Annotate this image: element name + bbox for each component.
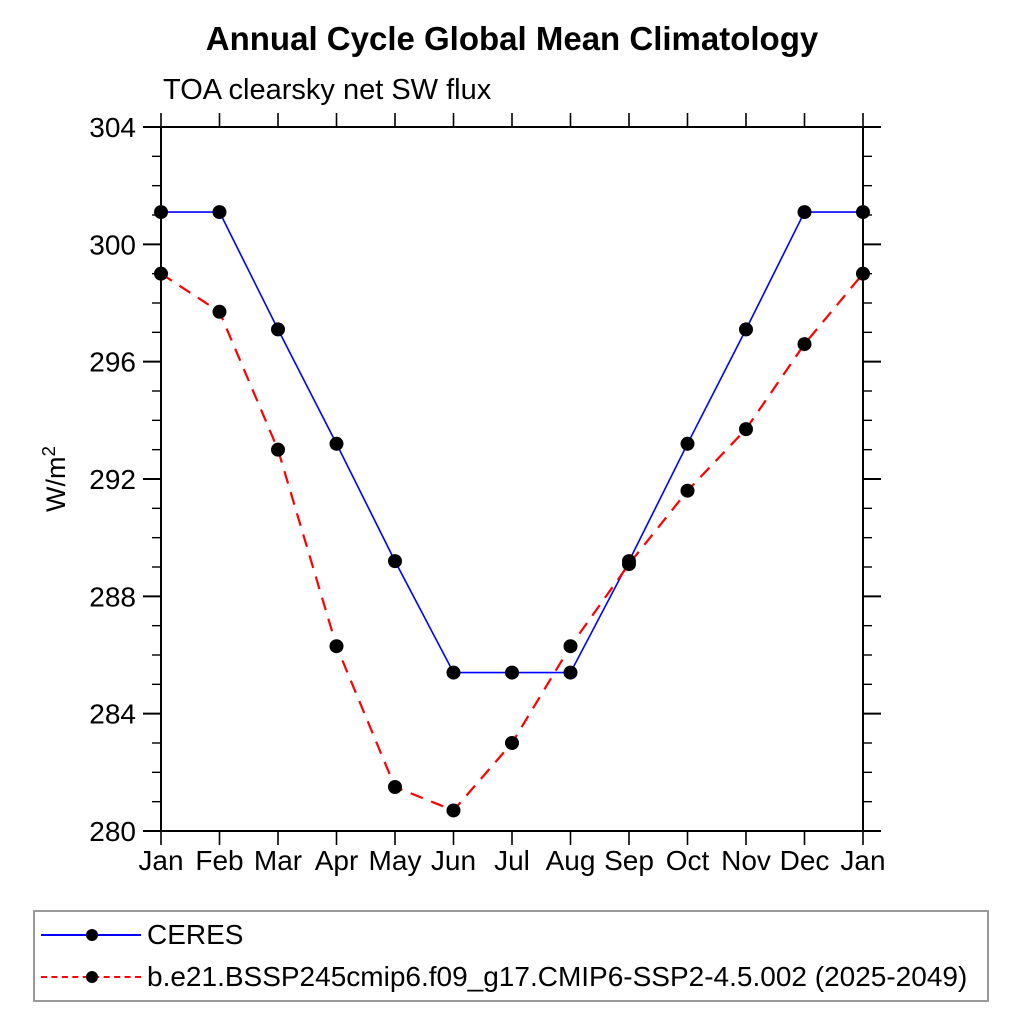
data-point-model	[505, 736, 519, 750]
legend-label-model: b.e21.BSSP245cmip6.f09_g17.CMIP6-SSP2-4.…	[147, 961, 968, 992]
data-point-model	[446, 803, 461, 818]
y-tick-label: 292	[89, 464, 136, 495]
legend-sample-model	[41, 970, 143, 984]
legend-sample-ceres	[41, 928, 143, 942]
data-point-model	[563, 639, 578, 654]
data-point-model	[622, 557, 636, 572]
data-point-ceres	[680, 436, 695, 451]
data-point-ceres	[271, 322, 285, 337]
data-point-model	[388, 780, 402, 794]
series-line-ceres	[161, 211, 863, 674]
y-tick-label: 284	[89, 699, 136, 730]
data-point-model	[797, 337, 812, 352]
data-point-ceres	[739, 322, 753, 337]
series-line-model	[160, 272, 864, 812]
x-tick-label: Mar	[254, 845, 302, 876]
x-tick-label: Dec	[780, 845, 830, 876]
chart-subtitle: TOA clearsky net SW flux	[163, 74, 492, 106]
legend-entry-model: b.e21.BSSP245cmip6.f09_g17.CMIP6-SSP2-4.…	[41, 956, 967, 998]
legend: CERES b.e21.BSSP245cmip6.f09_g17.CMIP6-S…	[33, 910, 989, 1002]
data-point-model	[739, 422, 753, 437]
data-point-ceres	[388, 554, 402, 569]
x-tick-label: May	[369, 845, 422, 876]
x-tick-label: Jul	[494, 845, 530, 876]
x-tick-label: Aug	[546, 845, 596, 876]
y-tick-label: 280	[89, 816, 136, 847]
data-point-model	[154, 266, 168, 281]
data-point-model	[271, 442, 285, 457]
data-point-ceres	[563, 665, 578, 680]
x-tick-label: Jan	[138, 845, 183, 876]
x-tick-label: Jan	[840, 845, 885, 876]
x-tick-label: Nov	[721, 845, 771, 876]
legend-entry-ceres: CERES	[41, 914, 243, 956]
data-point-model	[329, 639, 344, 654]
legend-marker-dot-icon	[86, 971, 98, 983]
y-tick-label: 288	[89, 581, 136, 612]
data-point-ceres	[797, 205, 812, 220]
data-point-ceres	[154, 205, 168, 220]
y-tick-label: 296	[89, 347, 136, 378]
y-tick-label: 304	[89, 112, 136, 143]
y-tick-label: 300	[89, 229, 136, 260]
data-point-ceres	[446, 665, 461, 680]
x-tick-label: Oct	[666, 845, 710, 876]
data-point-model	[680, 483, 695, 498]
legend-marker-dot-icon	[86, 929, 98, 941]
data-point-ceres	[505, 665, 519, 680]
x-tick-label: Apr	[315, 845, 359, 876]
data-point-model	[212, 304, 227, 319]
data-point-ceres	[329, 436, 344, 451]
data-point-ceres	[212, 205, 227, 220]
legend-label-ceres: CERES	[147, 919, 244, 950]
data-point-model	[856, 266, 870, 281]
x-tick-label: Feb	[195, 845, 243, 876]
chart-title: Annual Cycle Global Mean Climatology	[205, 20, 819, 57]
data-point-ceres	[856, 205, 870, 220]
x-tick-label: Sep	[604, 845, 654, 876]
x-tick-label: Jun	[431, 845, 476, 876]
